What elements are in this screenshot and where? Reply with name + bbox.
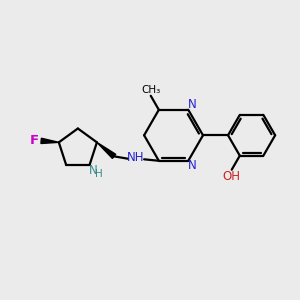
Polygon shape: [97, 142, 116, 158]
Text: NH: NH: [127, 151, 144, 164]
Text: H: H: [94, 169, 102, 179]
Text: N: N: [188, 159, 197, 172]
Text: F: F: [30, 134, 39, 147]
Text: CH₃: CH₃: [141, 85, 161, 95]
Text: N: N: [89, 164, 98, 177]
Text: OH: OH: [222, 170, 240, 183]
Text: N: N: [188, 98, 197, 111]
Polygon shape: [41, 138, 59, 143]
